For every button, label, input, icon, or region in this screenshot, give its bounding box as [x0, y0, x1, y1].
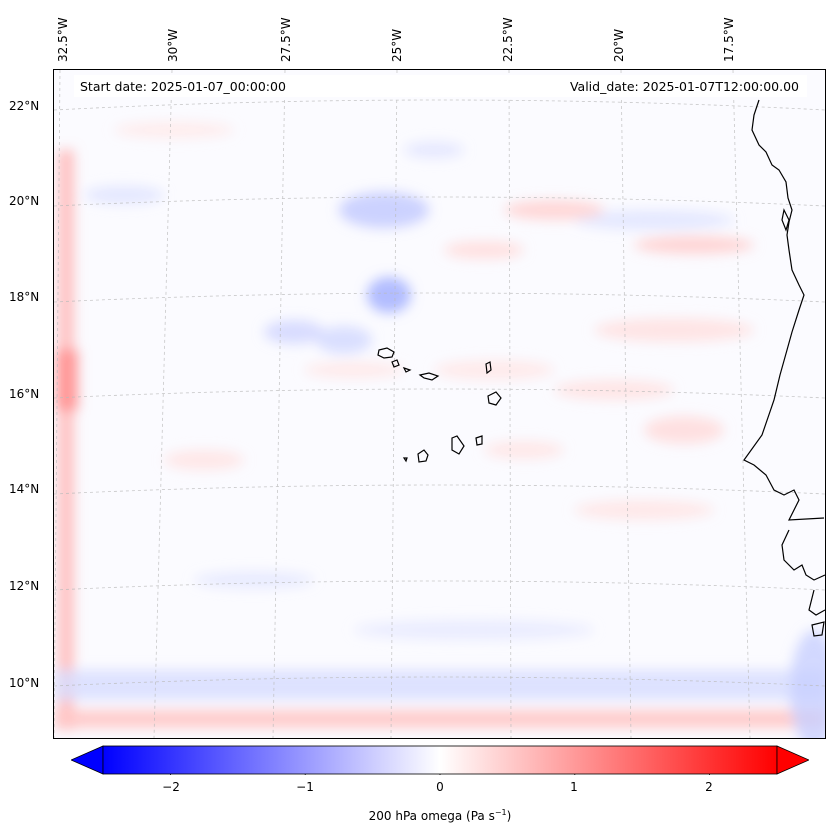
lon-label-22-5w: 22.5°W	[501, 17, 515, 62]
colorbar	[71, 745, 809, 775]
omega-map-panel: Start date: 2025-01-07_00:00:00 Valid_da…	[53, 69, 826, 739]
colorbar-tick-2: 2	[705, 780, 713, 794]
start-date-label: Start date: 2025-01-07_00:00:00	[80, 79, 286, 94]
lat-label-14n: 14°N	[9, 482, 40, 496]
colorbar-title-superscript: −1	[494, 808, 507, 817]
colorbar-tick-1: 1	[570, 780, 578, 794]
map-field	[54, 70, 825, 738]
colorbar-tick-neg1: −1	[296, 780, 314, 794]
colorbar-tick-neg2: −2	[162, 780, 180, 794]
lon-label-20w: 20°W	[612, 28, 626, 62]
lat-label-10n: 10°N	[9, 676, 40, 690]
colorbar-tick-marks	[170, 774, 710, 775]
colorbar-min-extend	[71, 745, 104, 775]
lat-label-20n: 20°N	[9, 194, 40, 208]
lon-label-27-5w: 27.5°W	[279, 17, 293, 62]
lon-label-25w: 25°W	[390, 28, 404, 62]
lon-label-17-5w: 17.5°W	[722, 17, 736, 62]
lon-label-30w: 30°W	[166, 28, 180, 62]
lat-label-16n: 16°N	[9, 387, 40, 401]
info-bar-background	[74, 75, 807, 97]
lat-label-12n: 12°N	[9, 579, 40, 593]
omega-field-shading	[54, 122, 825, 738]
cape-verde-islands	[377, 347, 502, 463]
colorbar-title-text: 200 hPa omega (Pa s	[368, 809, 495, 823]
colorbar-max-extend	[776, 745, 809, 775]
graticule	[54, 70, 825, 738]
coastline-africa	[743, 99, 825, 637]
colorbar-gradient	[102, 745, 778, 775]
colorbar-title: 200 hPa omega (Pa s−1)	[369, 808, 512, 823]
lat-label-18n: 18°N	[9, 290, 40, 304]
lat-label-22n: 22°N	[9, 99, 40, 113]
colorbar-title-close: )	[506, 809, 512, 823]
lon-label-32-5w: 32.5°W	[56, 17, 70, 62]
colorbar-tick-0: 0	[436, 780, 444, 794]
valid-date-label: Valid_date: 2025-01-07T12:00:00.00	[569, 79, 799, 94]
